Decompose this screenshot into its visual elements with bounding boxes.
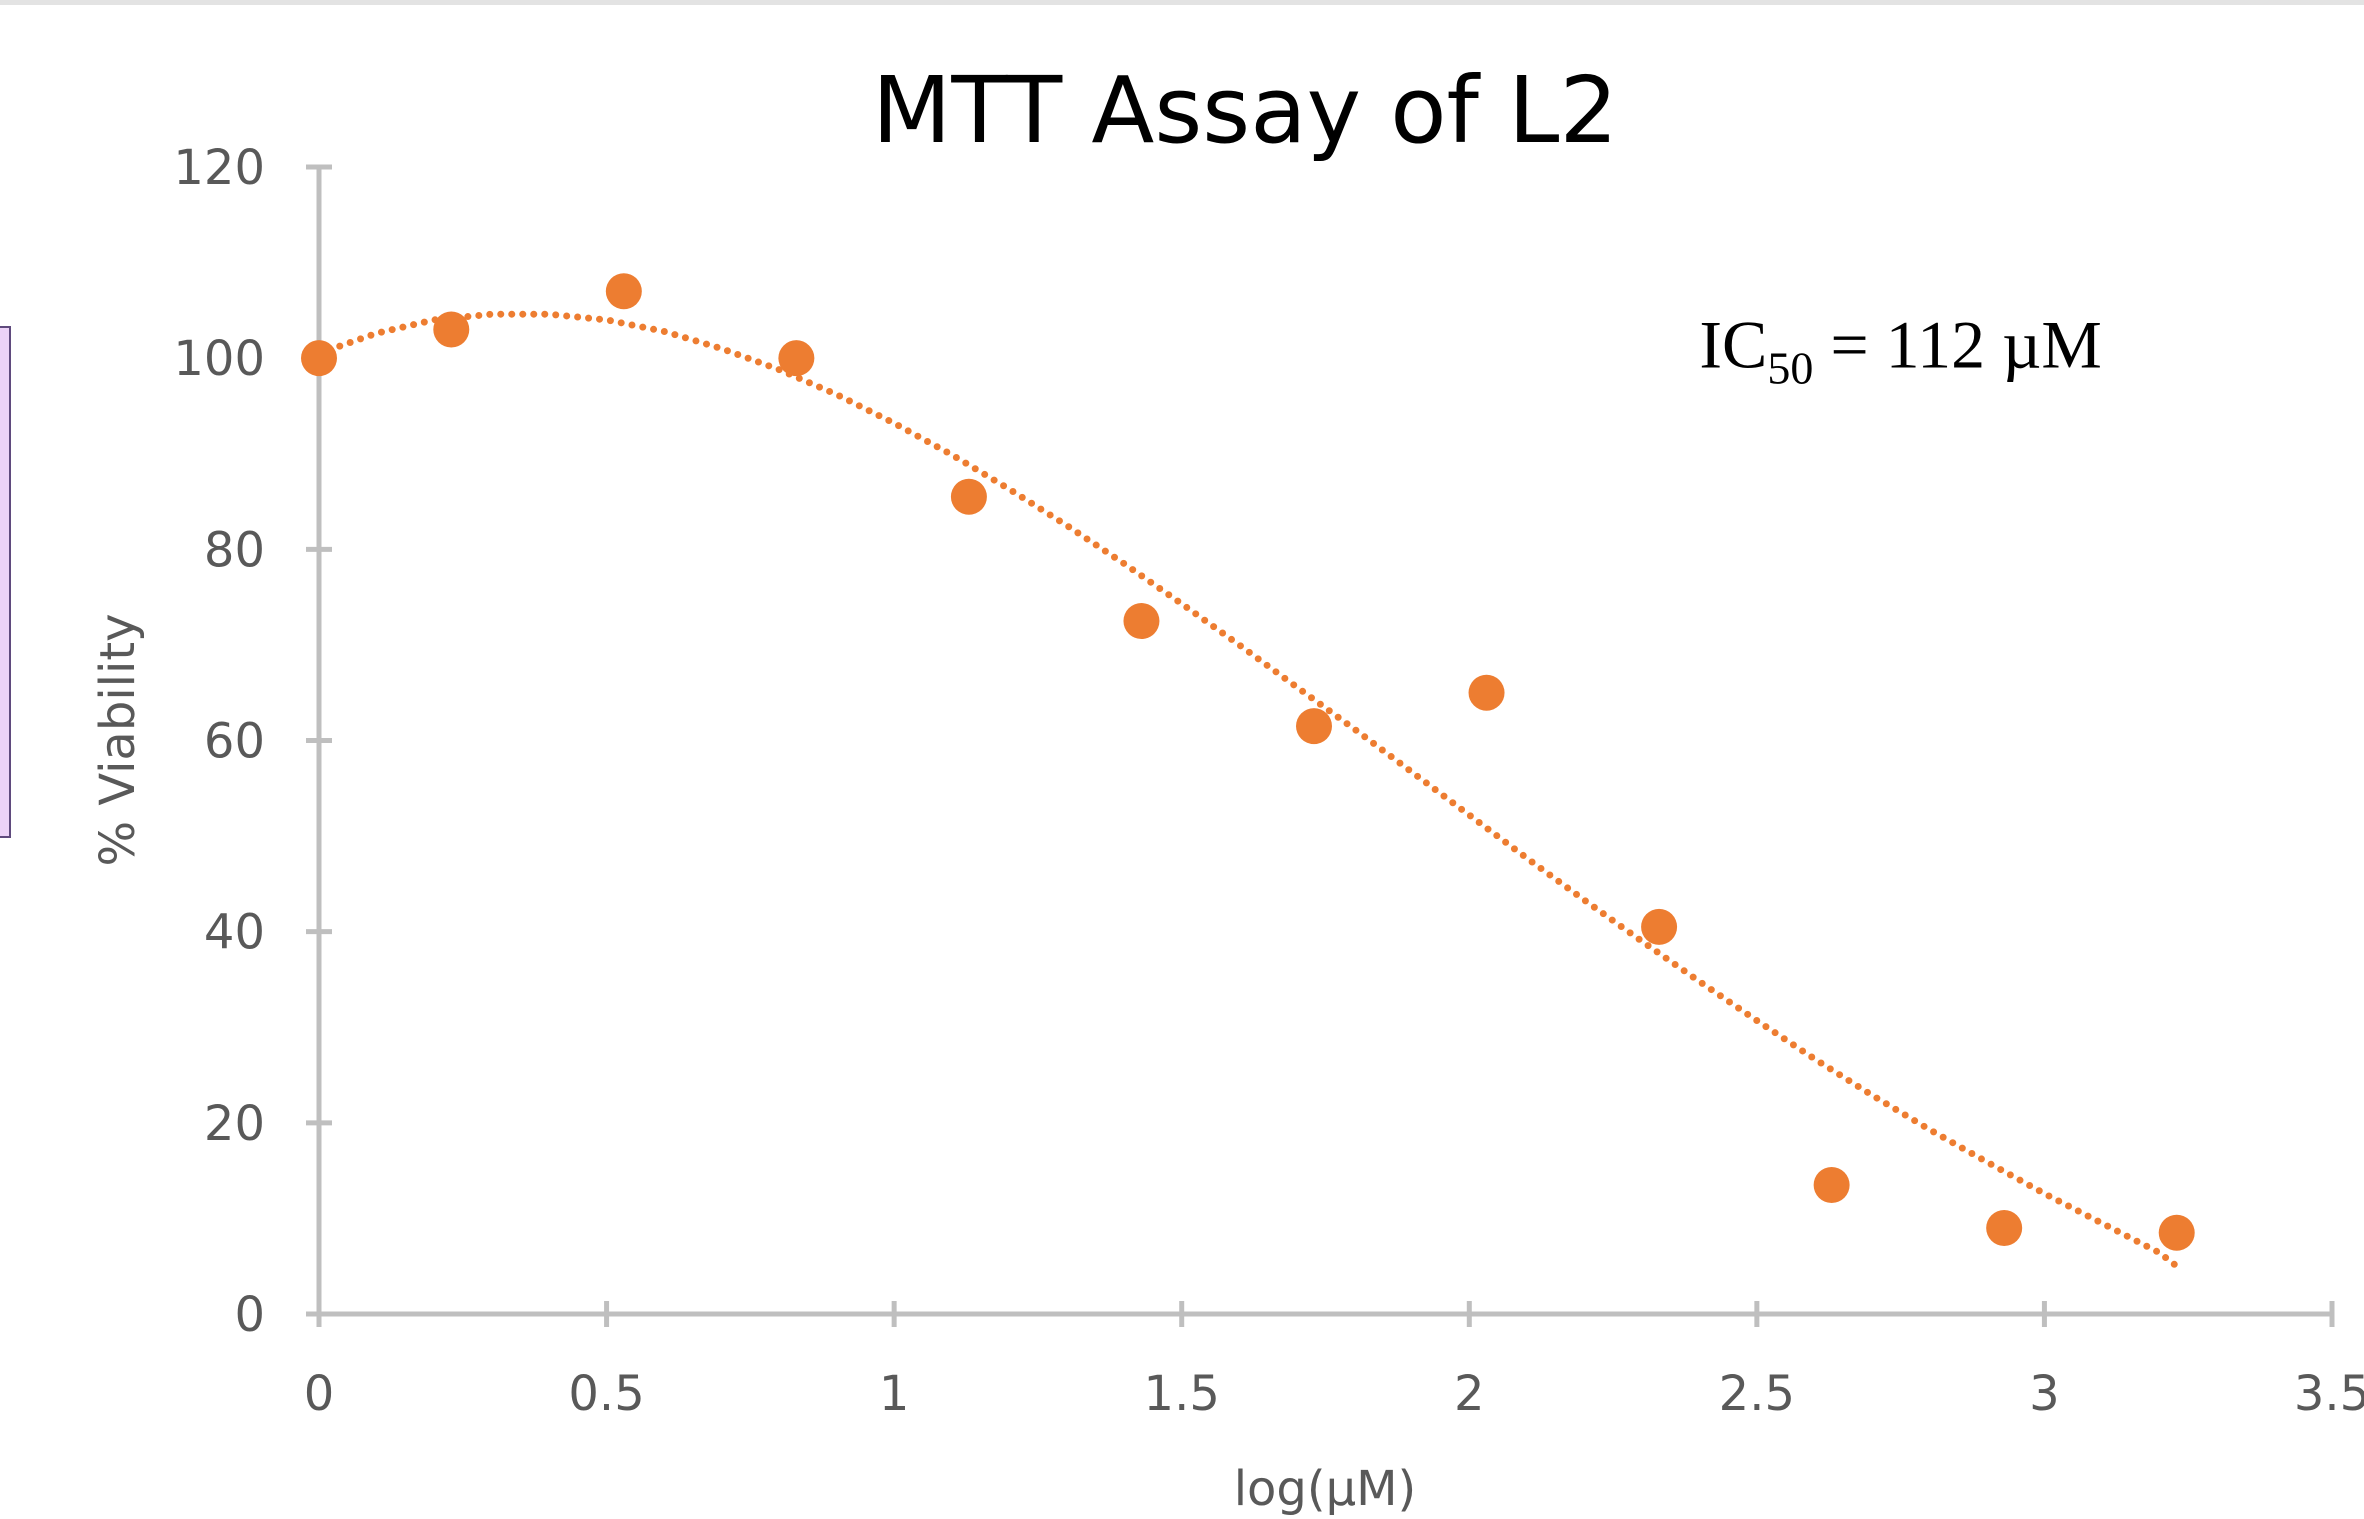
y-tick-label: 40 (204, 905, 265, 961)
data-point (301, 340, 337, 377)
ic50-annotation-value: = 112 µM (1813, 307, 2101, 383)
x-tick-label: 3.5 (2294, 1366, 2364, 1422)
ic50-annotation-main: IC (1699, 307, 1767, 383)
data-point (605, 273, 642, 310)
trendline (315, 310, 2181, 1270)
data-point (433, 311, 470, 348)
data-point (1641, 908, 1678, 945)
x-tick-label: 1.5 (1144, 1366, 1220, 1422)
y-tick-label: 100 (173, 331, 265, 387)
ic50-annotation-subscript: 50 (1767, 343, 1813, 394)
x-tick-label: 2 (1454, 1366, 1485, 1422)
chart-title: MTT Assay of L2 (872, 57, 1618, 164)
y-axis-label: % Viability (90, 613, 146, 866)
x-tick-label: 1 (879, 1366, 910, 1422)
y-tick-label: 20 (204, 1096, 265, 1152)
y-axis: 0 20 40 60 80 100 120 (173, 140, 332, 1343)
y-tick-label: 120 (173, 140, 265, 196)
ic50-annotation: IC50 = 112 µM (1699, 307, 2101, 394)
data-points-group (301, 273, 2195, 1251)
y-tick-label: 0 (234, 1287, 265, 1343)
data-point (1123, 603, 1160, 640)
x-tick-label: 3 (2029, 1366, 2060, 1422)
x-tick-label: 0.5 (568, 1366, 644, 1422)
y-tick-label: 60 (204, 714, 265, 770)
data-point (1813, 1166, 1850, 1203)
x-axis: 0 0.5 1 1.5 2 2.5 3 3.5 (304, 1301, 2364, 1422)
side-panel-fragment (0, 326, 11, 838)
data-point (950, 478, 987, 515)
data-point (2158, 1214, 2195, 1251)
x-tick-label: 0 (304, 1366, 335, 1422)
data-point (1295, 708, 1332, 745)
data-point (1468, 674, 1505, 711)
x-tick-label: 2.5 (1719, 1366, 1795, 1422)
y-tick-label: 80 (204, 522, 265, 578)
trendline-group (315, 310, 2181, 1270)
data-point (778, 340, 815, 377)
data-point (1986, 1209, 2023, 1246)
x-axis-label: log(µM) (1234, 1461, 1417, 1517)
top-border-strip (0, 0, 2364, 5)
